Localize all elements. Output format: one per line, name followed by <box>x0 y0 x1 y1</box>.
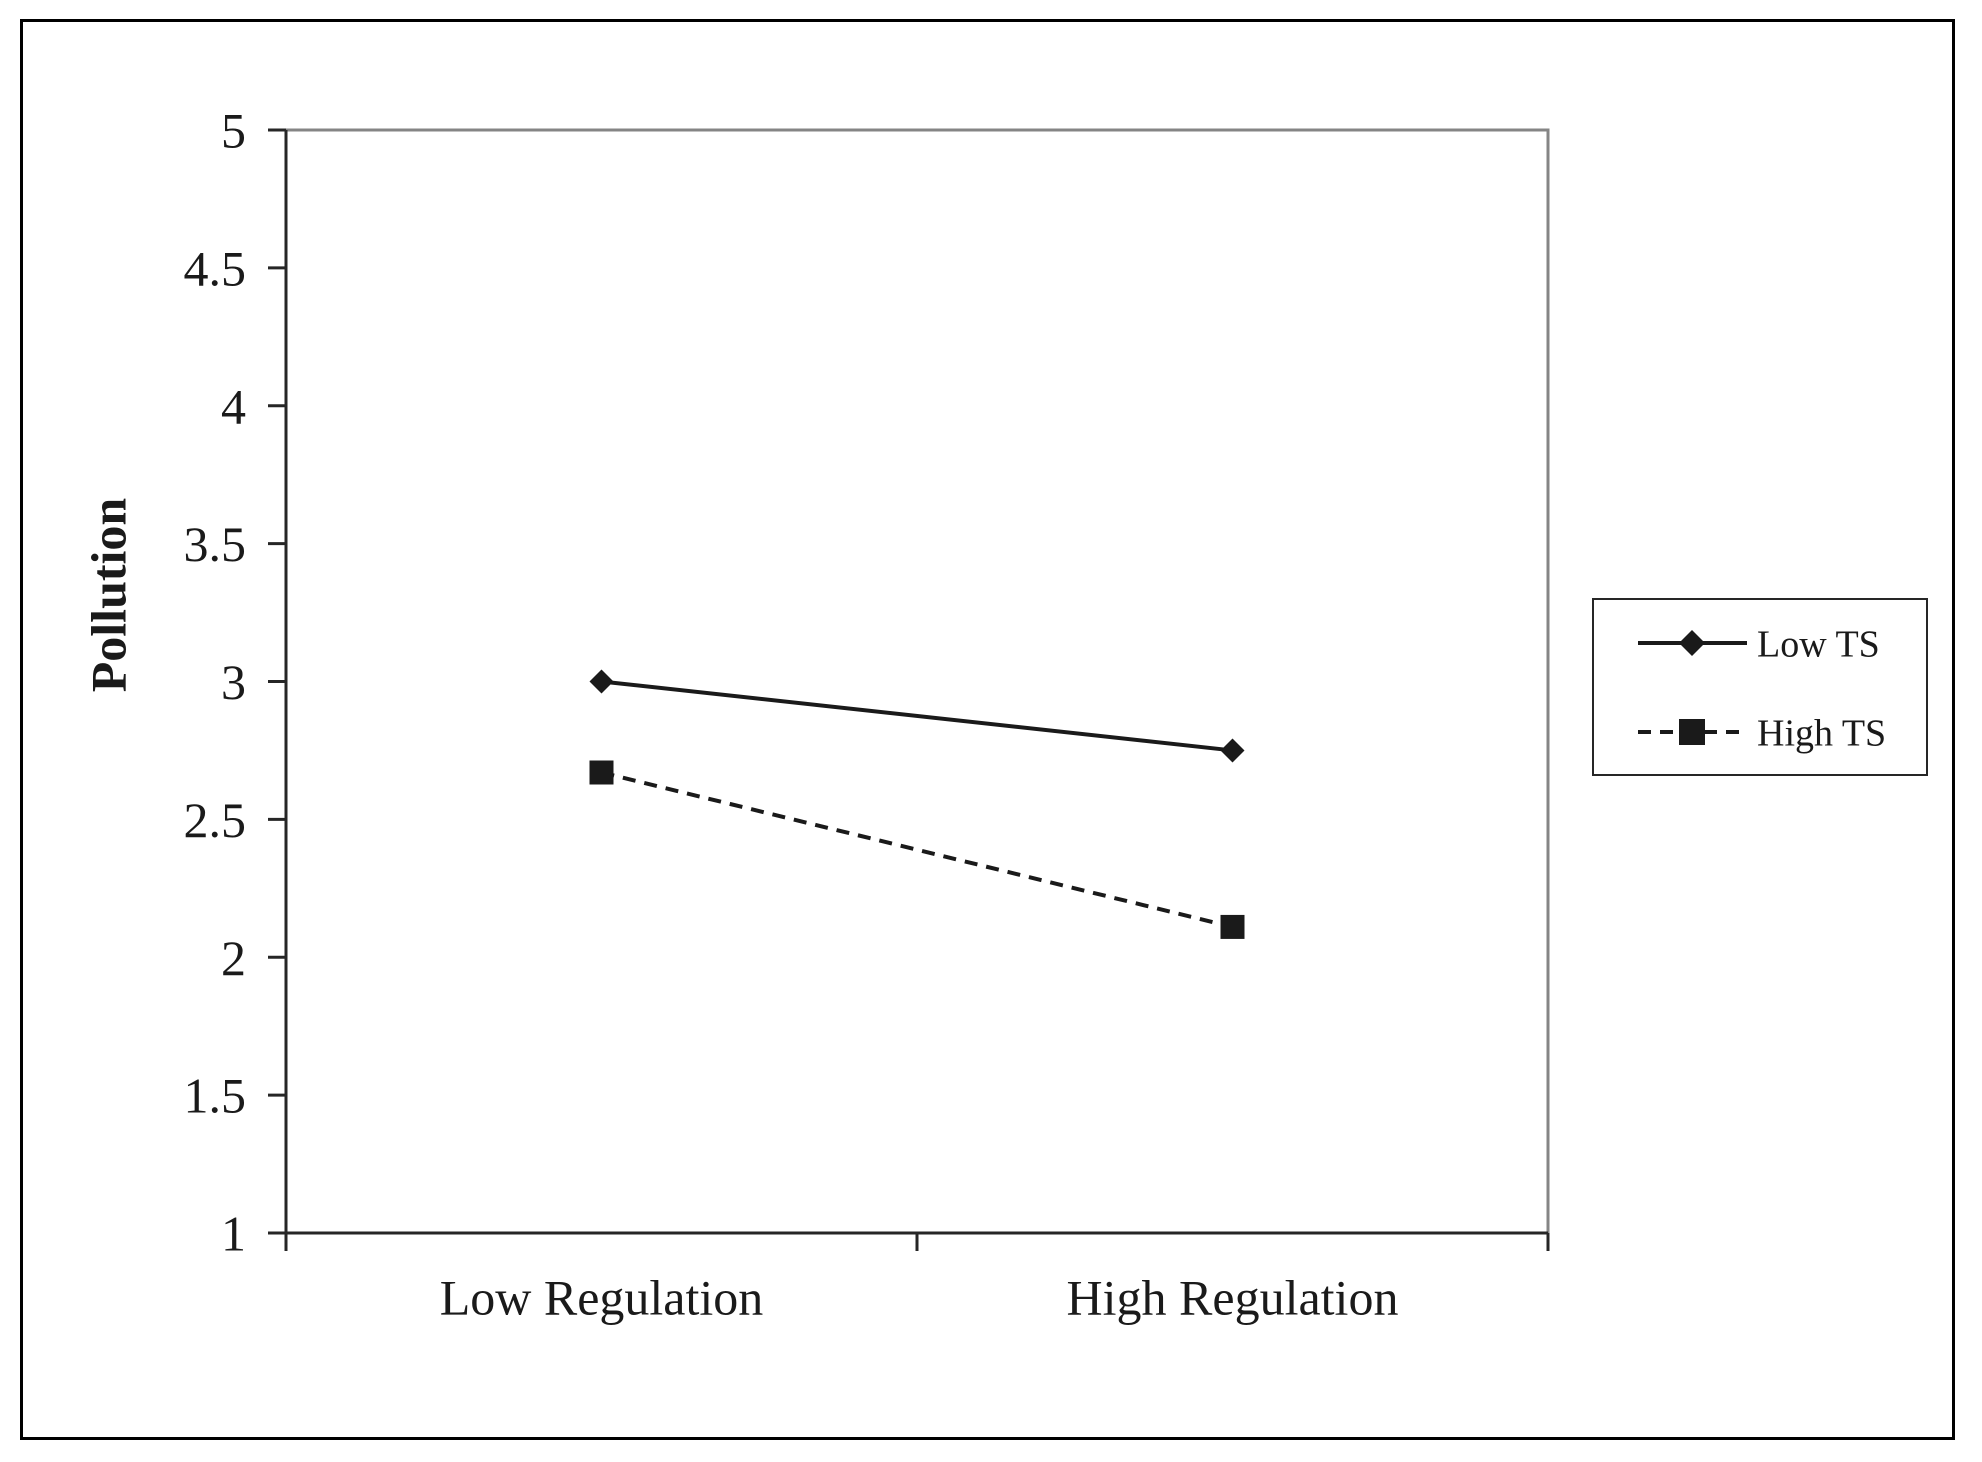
series-line <box>601 770 1233 929</box>
y-tick-label: 1 <box>221 1206 246 1262</box>
y-tick-label: 4.5 <box>184 240 247 296</box>
y-tick-label: 3.5 <box>184 516 247 572</box>
plot-frame <box>284 128 1550 1235</box>
y-tick-label: 1.5 <box>184 1068 247 1124</box>
x-tick-label: High Regulation <box>1067 1270 1399 1326</box>
legend: Low TS High TS <box>1592 598 1928 776</box>
y-tick-label: 4 <box>221 378 246 434</box>
plot-area: 5 4.5 4 3.5 3 2.5 2 1.5 1 Low Regulation High Regu… <box>184 103 1550 1326</box>
series-low-ts <box>589 669 1245 763</box>
legend-label: High TS <box>1757 712 1886 754</box>
y-tick-label: 5 <box>221 103 246 159</box>
figure-border <box>20 19 1955 1440</box>
series-high-ts <box>589 760 1245 939</box>
y-tick-label: 2.5 <box>184 792 247 848</box>
diamond-marker <box>1679 630 1705 656</box>
diamond-marker <box>589 669 614 694</box>
legend-entry: High TS <box>1638 712 1886 754</box>
diamond-marker <box>1220 738 1245 763</box>
legend-box <box>1592 598 1928 776</box>
square-marker <box>589 760 614 785</box>
square-marker <box>1220 914 1245 939</box>
x-tick-label: Low Regulation <box>440 1270 764 1326</box>
legend-entry: Low TS <box>1638 623 1880 665</box>
square-marker <box>1679 719 1705 745</box>
y-axis-title: Pollution <box>81 498 137 693</box>
y-tick-label: 3 <box>221 654 246 710</box>
legend-label: Low TS <box>1757 623 1880 665</box>
series-line <box>601 679 1233 753</box>
y-tick-label: 2 <box>221 930 246 986</box>
